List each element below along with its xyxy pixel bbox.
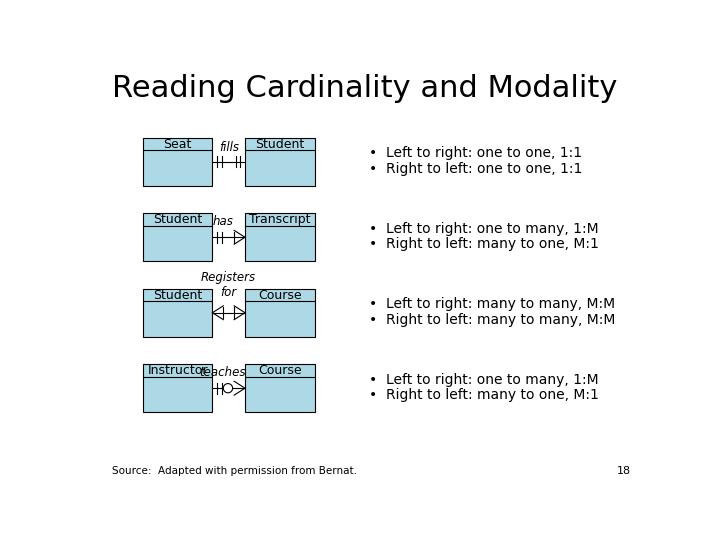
Text: Student: Student [153, 288, 202, 301]
Text: •  Left to right: one to many, 1:M: • Left to right: one to many, 1:M [369, 373, 598, 387]
Text: Seat: Seat [163, 138, 192, 151]
Text: Student: Student [256, 138, 305, 151]
Text: Course: Course [258, 364, 302, 377]
Text: •  Right to left: many to one, M:1: • Right to left: many to one, M:1 [369, 388, 599, 402]
Text: Course: Course [258, 288, 302, 301]
Text: •  Right to left: many to one, M:1: • Right to left: many to one, M:1 [369, 238, 599, 252]
Text: Transcript: Transcript [249, 213, 310, 226]
Bar [245, 213, 315, 261]
Text: Source:  Adapted with permission from Bernat.: Source: Adapted with permission from Ber… [112, 465, 356, 476]
Bar [143, 138, 212, 186]
Text: fills: fills [219, 141, 239, 154]
Text: has: has [212, 215, 233, 228]
Text: 18: 18 [617, 465, 631, 476]
Text: •  Right to left: one to one, 1:1: • Right to left: one to one, 1:1 [369, 162, 582, 176]
Bar [143, 289, 212, 336]
Text: •  Left to right: one to one, 1:1: • Left to right: one to one, 1:1 [369, 146, 582, 160]
Circle shape [223, 383, 233, 393]
Bar [245, 138, 315, 186]
Text: teaches: teaches [199, 366, 246, 379]
Text: •  Right to left: many to many, M:M: • Right to left: many to many, M:M [369, 313, 616, 327]
Text: Reading Cardinality and Modality: Reading Cardinality and Modality [112, 74, 617, 103]
Bar [245, 364, 315, 412]
Bar [143, 364, 212, 412]
Text: Instructor: Instructor [148, 364, 208, 377]
Text: •  Left to right: many to many, M:M: • Left to right: many to many, M:M [369, 297, 615, 311]
Bar [245, 289, 315, 336]
Bar [143, 213, 212, 261]
Text: Student: Student [153, 213, 202, 226]
Text: •  Left to right: one to many, 1:M: • Left to right: one to many, 1:M [369, 222, 598, 235]
Text: Registers
for: Registers for [201, 271, 256, 299]
